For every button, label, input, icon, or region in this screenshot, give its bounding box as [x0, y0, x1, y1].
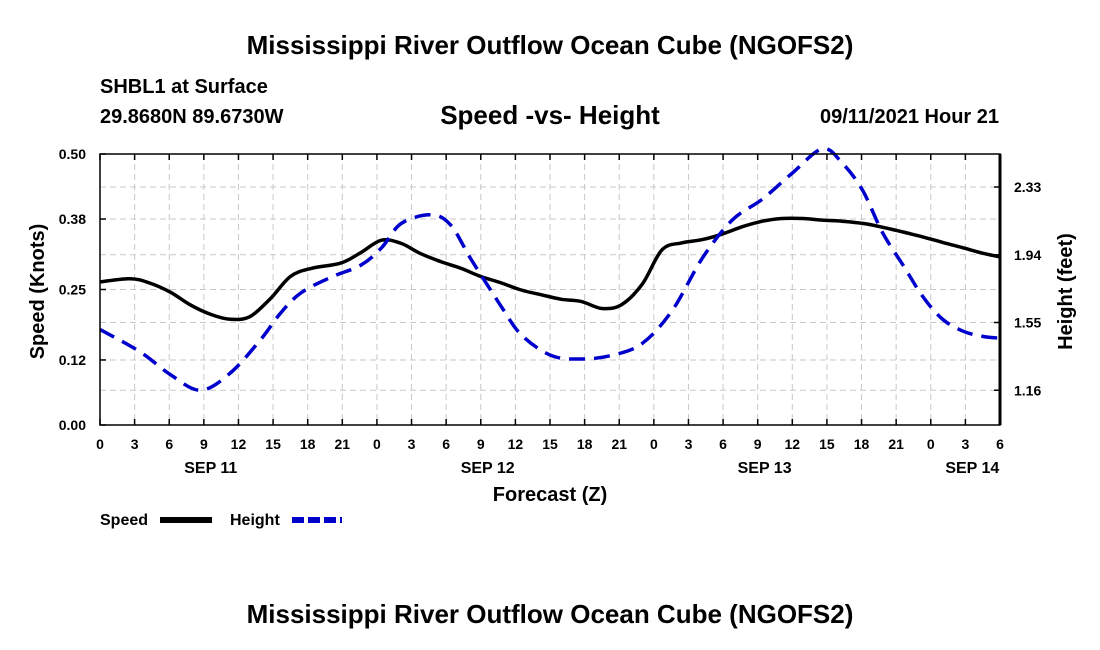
x-tick-label: 15: [542, 436, 558, 452]
legend-label-height: Height: [230, 512, 280, 529]
y2-tick-label: 2.33: [1014, 179, 1041, 195]
x-tick-label: 0: [96, 436, 104, 452]
y2-axis-title: Height (feet): [1055, 233, 1077, 350]
x-tick-label: 9: [754, 436, 762, 452]
station-label: SHBL1 at Surface: [100, 76, 268, 98]
x-tick-label: 6: [165, 436, 173, 452]
x-tick-label: 21: [335, 436, 351, 452]
chart-subtitle: Speed -vs- Height: [440, 100, 660, 130]
legend: Speed Height: [100, 512, 342, 529]
x-tick-label: 15: [265, 436, 281, 452]
x-date-label: SEP 11: [184, 460, 237, 477]
x-tick-label: 3: [131, 436, 139, 452]
y2-tick-label: 1.94: [1014, 247, 1041, 263]
x-tick-label: 15: [819, 436, 835, 452]
y-tick-label: 0.38: [59, 211, 86, 227]
x-tick-label: 12: [231, 436, 247, 452]
y2-tick-label: 1.55: [1014, 315, 1041, 331]
series-group: [99, 146, 1001, 393]
x-tick-label: 9: [477, 436, 485, 452]
legend-label-speed: Speed: [100, 512, 148, 529]
axis-labels: 0 3 6 9 12 15 18 21 0 3 6 9 12 15 18 21 0 3 6 9 12 15 18 21 0 3 6S…: [27, 146, 1077, 506]
x-tick-label: 3: [961, 436, 969, 452]
x-tick-label: 3: [685, 436, 693, 452]
x-tick-label: 6: [442, 436, 450, 452]
y2-tick-label: 1.16: [1014, 382, 1041, 398]
x-axis-title: Forecast (Z): [493, 484, 607, 506]
x-date-label: SEP 14: [945, 460, 999, 477]
x-date-label: SEP 13: [738, 460, 792, 477]
station-coordinates: 29.8680N 89.6730W: [100, 106, 284, 128]
grid: [100, 154, 1000, 425]
series-line-speed: [99, 216, 1001, 322]
page-title: Mississippi River Outflow Ocean Cube (NG…: [246, 30, 854, 60]
x-date-label: SEP 12: [461, 460, 515, 477]
forecast-datetime: 09/11/2021 Hour 21: [819, 106, 999, 128]
x-tick-label: 0: [650, 436, 658, 452]
x-tick-label: 9: [200, 436, 208, 452]
x-tick-label: 3: [408, 436, 416, 452]
x-tick-label: 12: [508, 436, 524, 452]
series-line-height: [99, 146, 1001, 393]
x-tick-label: 0: [373, 436, 381, 452]
x-tick-label: 12: [785, 436, 801, 452]
x-tick-label: 6: [996, 436, 1004, 452]
axes: [99, 153, 1002, 426]
y-tick-label: 0.50: [59, 146, 86, 162]
footer-title: Mississippi River Outflow Ocean Cube (NG…: [246, 599, 854, 629]
x-tick-label: 6: [719, 436, 727, 452]
y-tick-label: 0.00: [59, 417, 86, 433]
y-tick-label: 0.12: [59, 352, 86, 368]
x-tick-label: 21: [888, 436, 904, 452]
x-tick-label: 0: [927, 436, 935, 452]
x-tick-label: 18: [854, 436, 870, 452]
y-axis-title: Speed (Knots): [27, 224, 49, 360]
x-tick-label: 21: [611, 436, 627, 452]
x-tick-label: 18: [300, 436, 316, 452]
x-tick-label: 18: [577, 436, 593, 452]
y-tick-label: 0.25: [59, 282, 86, 298]
